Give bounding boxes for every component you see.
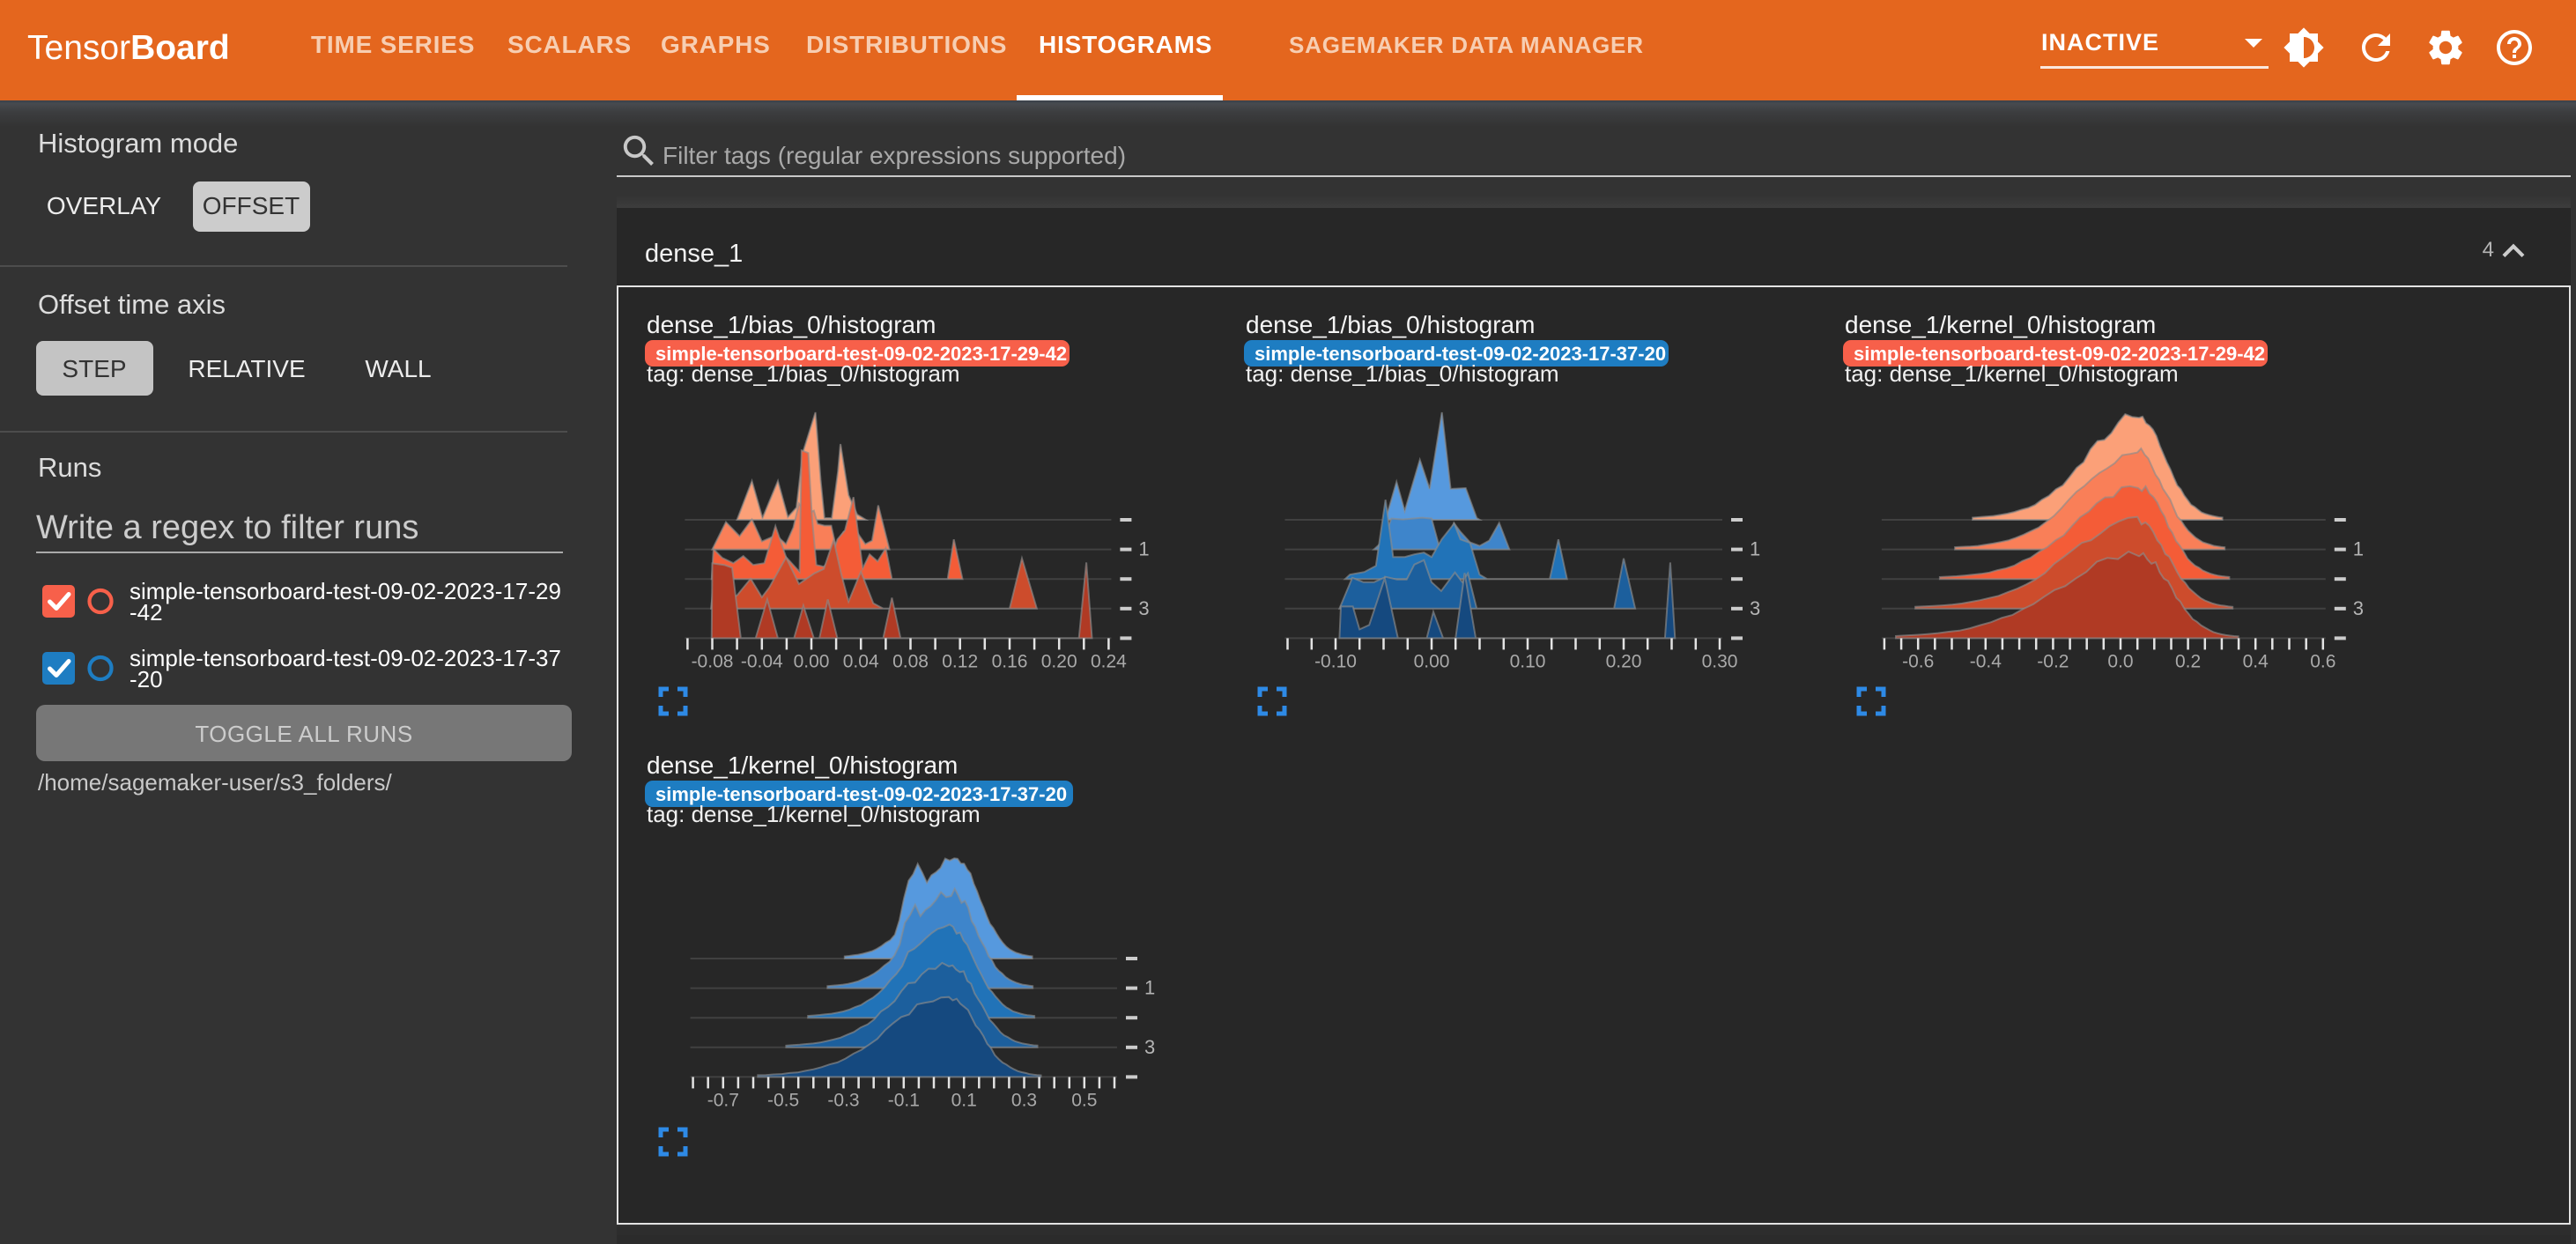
- svg-text:Offset time axis: Offset time axis: [38, 289, 226, 320]
- svg-text:0.08: 0.08: [892, 651, 929, 671]
- svg-text:3: 3: [1138, 597, 1149, 619]
- svg-text:0.20: 0.20: [1606, 651, 1642, 671]
- svg-text:0.12: 0.12: [942, 651, 978, 671]
- svg-text:RELATIVE: RELATIVE: [188, 355, 305, 382]
- svg-text:-0.10: -0.10: [1314, 651, 1357, 671]
- svg-text:0.00: 0.00: [794, 651, 830, 671]
- svg-text:tag: dense_1/kernel_0/histogra: tag: dense_1/kernel_0/histogram: [1845, 360, 2179, 387]
- svg-text:OVERLAY: OVERLAY: [47, 192, 162, 219]
- svg-text:dense_1/kernel_0/histogram: dense_1/kernel_0/histogram: [647, 752, 958, 779]
- svg-text:GRAPHS: GRAPHS: [661, 31, 771, 58]
- svg-text:-0.5: -0.5: [767, 1090, 799, 1110]
- svg-text:-0.08: -0.08: [692, 651, 734, 671]
- svg-text:0.30: 0.30: [1702, 651, 1738, 671]
- svg-text:0.00: 0.00: [1414, 651, 1450, 671]
- svg-text:0.4: 0.4: [2243, 651, 2269, 671]
- svg-text:0.0: 0.0: [2107, 651, 2133, 671]
- svg-text:-0.7: -0.7: [707, 1090, 739, 1110]
- svg-text:tag: dense_1/bias_0/histogram: tag: dense_1/bias_0/histogram: [1246, 360, 1559, 387]
- svg-text:dense_1/kernel_0/histogram: dense_1/kernel_0/histogram: [1845, 311, 2156, 338]
- svg-text:Write a regex to filter runs: Write a regex to filter runs: [36, 509, 418, 546]
- svg-text:0.16: 0.16: [992, 651, 1028, 671]
- svg-text:TOGGLE ALL RUNS: TOGGLE ALL RUNS: [195, 721, 412, 747]
- svg-text:1: 1: [2353, 538, 2364, 560]
- svg-text:3: 3: [1750, 597, 1760, 619]
- svg-text:-0.2: -0.2: [2037, 651, 2069, 671]
- svg-text:0.1: 0.1: [951, 1090, 977, 1110]
- svg-text:tag: dense_1/bias_0/histogram: tag: dense_1/bias_0/histogram: [647, 360, 960, 387]
- svg-text:simple-tensorboard-test-09-02-: simple-tensorboard-test-09-02-2023-17-29…: [1854, 343, 2265, 365]
- svg-text:simple-tensorboard-test-09-02-: simple-tensorboard-test-09-02-2023-17-29…: [655, 343, 1067, 365]
- svg-text:HISTOGRAMS: HISTOGRAMS: [1039, 31, 1212, 58]
- svg-text:0.3: 0.3: [1011, 1090, 1037, 1110]
- svg-text:-0.1: -0.1: [888, 1090, 920, 1110]
- svg-text:dense_1/bias_0/histogram: dense_1/bias_0/histogram: [1246, 311, 1535, 338]
- svg-text:1: 1: [1144, 977, 1155, 999]
- svg-text:OFFSET: OFFSET: [203, 192, 300, 219]
- svg-text:STEP: STEP: [62, 355, 126, 382]
- svg-text:tag: dense_1/kernel_0/histogra: tag: dense_1/kernel_0/histogram: [647, 801, 981, 827]
- svg-text:TIME SERIES: TIME SERIES: [311, 31, 475, 58]
- svg-text:DISTRIBUTIONS: DISTRIBUTIONS: [806, 31, 1007, 58]
- svg-text:Filter tags (regular expressio: Filter tags (regular expressions support…: [663, 142, 1126, 169]
- svg-text:simple-tensorboard-test-09-02-: simple-tensorboard-test-09-02-2023-17-37: [130, 645, 561, 671]
- svg-text:-20: -20: [130, 666, 163, 692]
- svg-text:-0.6: -0.6: [1902, 651, 1934, 671]
- svg-text:Runs: Runs: [38, 452, 101, 483]
- svg-text:1: 1: [1138, 538, 1149, 560]
- svg-text:simple-tensorboard-test-09-02-: simple-tensorboard-test-09-02-2023-17-37…: [1255, 343, 1666, 365]
- svg-text:3: 3: [2353, 597, 2364, 619]
- svg-text:-0.4: -0.4: [1970, 651, 2002, 671]
- svg-text:0.5: 0.5: [1071, 1090, 1097, 1110]
- svg-text:0.24: 0.24: [1091, 651, 1127, 671]
- svg-text:0.10: 0.10: [1510, 651, 1546, 671]
- svg-text:SAGEMAKER DATA MANAGER: SAGEMAKER DATA MANAGER: [1289, 32, 1644, 58]
- svg-text:/home/sagemaker-user/s3_folder: /home/sagemaker-user/s3_folders/: [38, 769, 393, 796]
- svg-text:WALL: WALL: [365, 355, 431, 382]
- svg-text:1: 1: [1750, 538, 1760, 560]
- svg-text:0.2: 0.2: [2175, 651, 2201, 671]
- svg-text:-42: -42: [130, 599, 163, 626]
- svg-text:0.04: 0.04: [843, 651, 879, 671]
- svg-text:-0.3: -0.3: [827, 1090, 859, 1110]
- svg-text:0.6: 0.6: [2310, 651, 2335, 671]
- svg-text:simple-tensorboard-test-09-02-: simple-tensorboard-test-09-02-2023-17-37…: [655, 783, 1067, 805]
- svg-text:SCALARS: SCALARS: [507, 31, 632, 58]
- svg-text:4: 4: [2483, 238, 2494, 262]
- svg-text:simple-tensorboard-test-09-02-: simple-tensorboard-test-09-02-2023-17-29: [130, 578, 561, 604]
- svg-text:dense_1/bias_0/histogram: dense_1/bias_0/histogram: [647, 311, 936, 338]
- svg-text:Histogram mode: Histogram mode: [38, 128, 238, 159]
- svg-text:dense_1: dense_1: [645, 240, 743, 268]
- svg-text:0.20: 0.20: [1041, 651, 1077, 671]
- svg-text:-0.04: -0.04: [741, 651, 783, 671]
- svg-text:TensorBoard: TensorBoard: [27, 29, 230, 67]
- svg-text:3: 3: [1144, 1036, 1155, 1058]
- svg-text:INACTIVE: INACTIVE: [2041, 29, 2159, 56]
